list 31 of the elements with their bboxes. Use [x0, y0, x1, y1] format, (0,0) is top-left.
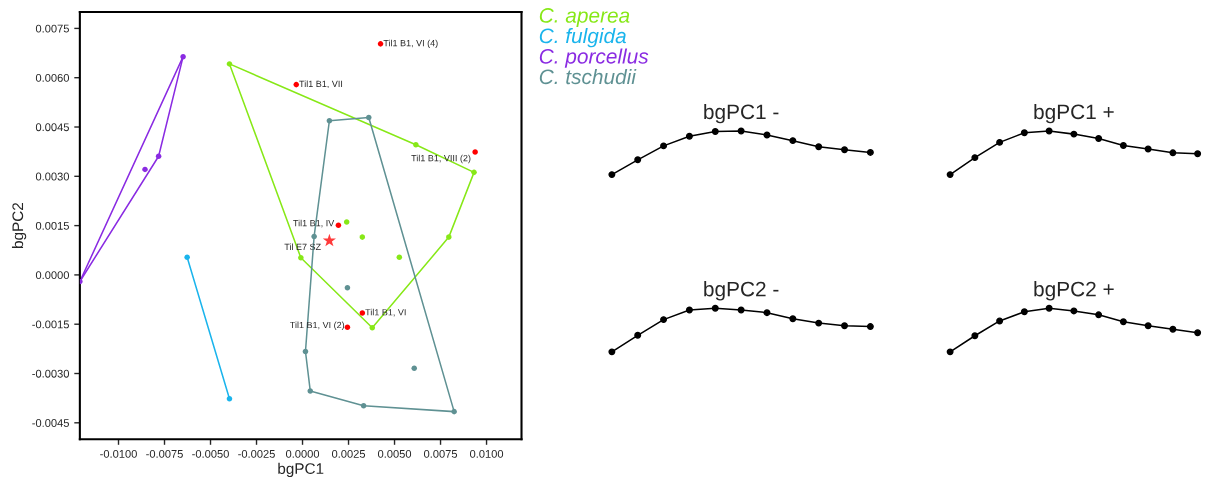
y-axis-title: bgPC2: [11, 203, 27, 248]
y-tick-label: -0.0015: [32, 320, 69, 329]
chart-title: bgPC2 +: [1034, 281, 1114, 301]
x-tick-label: -0.0075: [146, 449, 183, 458]
x-tick-label: 0.0025: [331, 449, 366, 458]
x-tick-label: -0.0100: [100, 449, 137, 458]
x-tick-label: 0.0000: [285, 449, 320, 458]
y-tick-label: 0.0075: [35, 24, 69, 33]
x-tick-label: 0.0075: [423, 449, 458, 458]
text: C. aperea: [539, 8, 630, 27]
annotation: Til1 B1, VI (4): [383, 39, 438, 49]
y-tick-label: -0.0045: [32, 419, 69, 427]
x-axis-title: bgPC1: [278, 462, 324, 478]
chart-title: bgPC1 -: [704, 103, 779, 124]
text: C. fulgida: [539, 27, 626, 48]
x-tick-label: -0.0050: [192, 449, 229, 458]
y-tick-label: 0.0030: [35, 172, 70, 181]
y-tick-label: 0.0015: [35, 221, 69, 230]
x-tick-label: 0.0100: [469, 449, 504, 458]
annotation: Til1 B1, VIII (2): [411, 154, 471, 164]
x-tick-label: -0.0025: [238, 449, 275, 458]
chart-title: bgPC2 -: [704, 281, 779, 301]
y-tick-label: 0.0045: [35, 123, 69, 132]
text: C. porcellus: [539, 48, 649, 68]
y-tick-label: -0.0030: [32, 369, 70, 378]
annotation: Til1 B1, VII: [299, 80, 343, 89]
y-tick-label: 0.0060: [35, 73, 70, 82]
chart-title: bgPC1 +: [1034, 103, 1114, 124]
text: C. tschudii: [539, 68, 637, 85]
y-tick-label: 0.0000: [35, 271, 70, 280]
x-tick-label: 0.0050: [377, 449, 412, 458]
